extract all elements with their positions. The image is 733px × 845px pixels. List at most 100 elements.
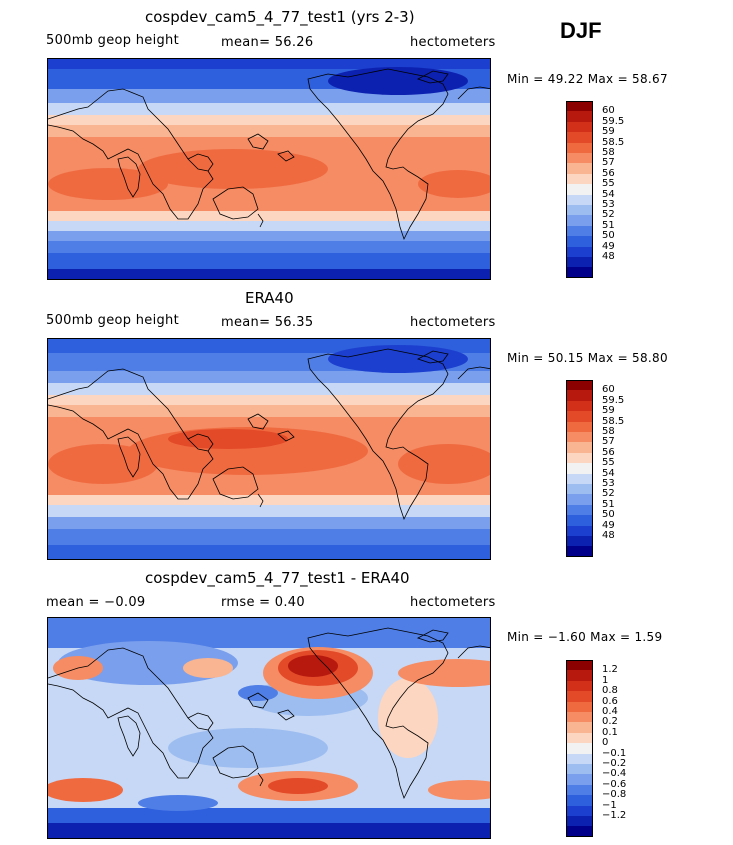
colorbar-swatch bbox=[566, 546, 593, 558]
colorbar-swatch bbox=[566, 132, 593, 144]
colorbar-swatch bbox=[566, 701, 593, 713]
colorbar-tick-label: −0.6 bbox=[602, 778, 627, 790]
colorbar-tick-label: −0.8 bbox=[602, 789, 627, 801]
colorbar-swatch bbox=[566, 670, 593, 682]
colorbar-tick-label: 60 bbox=[602, 384, 615, 396]
colorbar-tick-label: 57 bbox=[602, 157, 615, 169]
colorbar-tick-label: 59 bbox=[602, 405, 615, 417]
season-label: DJF bbox=[560, 18, 602, 43]
colorbar-swatch bbox=[566, 390, 593, 402]
colorbar-swatch bbox=[566, 173, 593, 185]
colorbar-tick-label: 59 bbox=[602, 126, 615, 138]
colorbar-swatch bbox=[566, 463, 593, 475]
colorbar-tick-label: −1.2 bbox=[602, 810, 627, 821]
panel2-minmax-label: Min = 50.15 Max = 58.80 bbox=[507, 351, 668, 365]
colorbar-tick-label: 58.5 bbox=[602, 415, 625, 427]
panel2-variable-label: 500mb geop height bbox=[46, 313, 179, 328]
panel1-minmax-label: Min = 49.22 Max = 58.67 bbox=[507, 72, 668, 86]
colorbar-tick-label: 1.2 bbox=[602, 664, 618, 676]
colorbar-swatch bbox=[566, 421, 593, 433]
colorbar-tick-label: 50 bbox=[602, 509, 615, 521]
colorbar-tick-label: 58 bbox=[602, 426, 615, 437]
panel3-map-svg bbox=[48, 618, 490, 838]
colorbar-tick-label: 0.4 bbox=[602, 706, 618, 717]
colorbar-tick-label: 49 bbox=[602, 519, 615, 531]
colorbar-tick-label: 52 bbox=[602, 209, 615, 221]
colorbar-swatch bbox=[566, 452, 593, 464]
colorbar-tick-label: 0.8 bbox=[602, 685, 618, 697]
colorbar-swatch bbox=[566, 504, 593, 516]
colorbar-swatch bbox=[566, 411, 593, 423]
colorbar-tick-label: −0.2 bbox=[602, 758, 627, 769]
panel1-units-label: hectometers bbox=[410, 35, 496, 50]
colorbar-swatch bbox=[566, 101, 593, 112]
colorbar-tick-label: 51 bbox=[602, 498, 615, 510]
colorbar-swatch bbox=[566, 257, 593, 268]
colorbar-tick-label: 55 bbox=[602, 178, 615, 190]
colorbar-swatch bbox=[566, 774, 593, 786]
colorbar-swatch bbox=[566, 712, 593, 723]
panel3-units-label: hectometers bbox=[410, 595, 496, 610]
colorbar-tick-label: 0 bbox=[602, 737, 609, 749]
colorbar-swatch bbox=[566, 743, 593, 755]
panel2-title: ERA40 bbox=[245, 289, 294, 307]
colorbar-swatch bbox=[566, 225, 593, 237]
colorbar-swatch bbox=[566, 400, 593, 412]
panel2-mean-label: mean= 56.35 bbox=[221, 315, 314, 330]
colorbar-tick-label: 56 bbox=[602, 167, 615, 179]
colorbar-swatch bbox=[566, 722, 593, 734]
panel2-map bbox=[47, 338, 491, 560]
panel3-rmse-label: rmse = 0.40 bbox=[221, 595, 305, 610]
colorbar-swatch bbox=[566, 267, 593, 279]
panel2-map-svg bbox=[48, 339, 490, 559]
colorbar-tick-label: 0.1 bbox=[602, 726, 618, 738]
colorbar-swatch bbox=[566, 515, 593, 527]
colorbar-tick-label: 48 bbox=[602, 251, 615, 262]
colorbar-swatch bbox=[566, 380, 593, 391]
colorbar-swatch bbox=[566, 111, 593, 123]
colorbar-tick-label: 59.5 bbox=[602, 115, 625, 127]
colorbar-tick-label: −0.4 bbox=[602, 768, 627, 780]
colorbar-swatch bbox=[566, 442, 593, 454]
panel1-map-svg bbox=[48, 59, 490, 279]
colorbar-tick-label: 60 bbox=[602, 105, 615, 117]
panel3-minmax-label: Min = −1.60 Max = 1.59 bbox=[507, 630, 663, 644]
panel1-title: cospdev_cam5_4_77_test1 (yrs 2-3) bbox=[145, 8, 415, 26]
colorbar-tick-label: −1 bbox=[602, 799, 617, 811]
colorbar-tick-label: 52 bbox=[602, 488, 615, 500]
colorbar-swatch bbox=[566, 473, 593, 485]
colorbar-swatch bbox=[566, 732, 593, 744]
colorbar-swatch bbox=[566, 494, 593, 506]
colorbar-swatch bbox=[566, 246, 593, 258]
panel3-title: cospdev_cam5_4_77_test1 - ERA40 bbox=[145, 569, 410, 587]
colorbar-tick-label: 53 bbox=[602, 199, 615, 210]
colorbar-swatch bbox=[566, 826, 593, 838]
colorbar-tick-label: 51 bbox=[602, 219, 615, 231]
colorbar-swatch bbox=[566, 805, 593, 817]
colorbar-swatch bbox=[566, 660, 593, 671]
colorbar-swatch bbox=[566, 121, 593, 133]
colorbar-tick-label: 56 bbox=[602, 446, 615, 458]
colorbar-swatch bbox=[566, 691, 593, 703]
colorbar-swatch bbox=[566, 194, 593, 206]
colorbar-swatch bbox=[566, 432, 593, 443]
colorbar-swatch bbox=[566, 816, 593, 827]
colorbar-tick-label: 58 bbox=[602, 147, 615, 158]
colorbar-tick-label: 0.6 bbox=[602, 695, 618, 707]
colorbar-tick-label: 54 bbox=[602, 188, 615, 200]
panel3-mean-label: mean = −0.09 bbox=[46, 595, 146, 610]
colorbar-tick-label: −0.1 bbox=[602, 747, 627, 759]
colorbar-swatch bbox=[566, 153, 593, 164]
colorbar-tick-label: 1 bbox=[602, 674, 609, 686]
colorbar-tick-label: 59.5 bbox=[602, 394, 625, 406]
colorbar-tick-label: 58.5 bbox=[602, 136, 625, 148]
colorbar-tick-label: 54 bbox=[602, 467, 615, 479]
colorbar-swatch bbox=[566, 205, 593, 216]
colorbar-tick-label: 49 bbox=[602, 240, 615, 252]
colorbar-swatch bbox=[566, 184, 593, 196]
colorbar-swatch bbox=[566, 680, 593, 692]
panel3-map bbox=[47, 617, 491, 839]
panel2-units-label: hectometers bbox=[410, 315, 496, 330]
panel1-variable-label: 500mb geop height bbox=[46, 33, 179, 48]
colorbar-swatch bbox=[566, 484, 593, 495]
